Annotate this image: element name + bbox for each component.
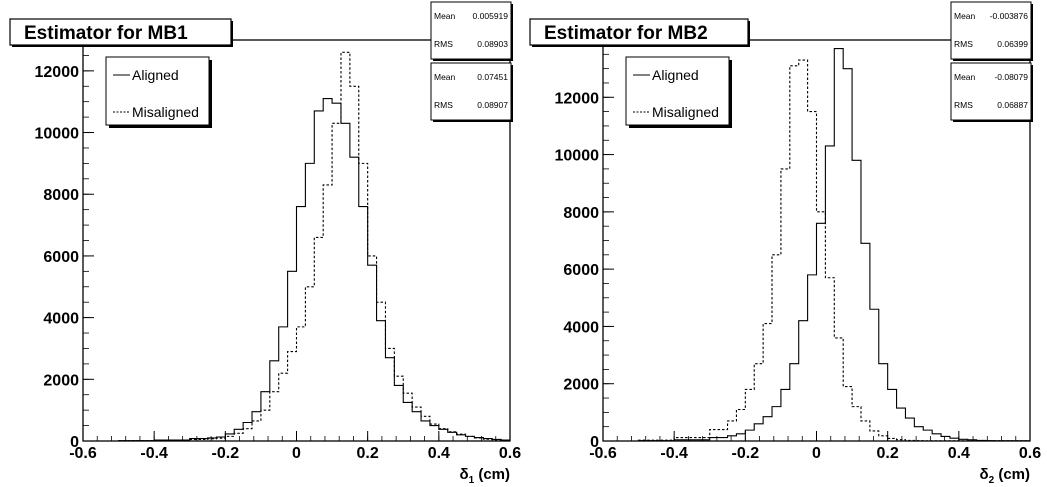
y-tick-label: 0 <box>70 434 79 451</box>
legend-label-aligned: Aligned <box>652 67 699 83</box>
stats-mean-label: Mean <box>954 72 976 82</box>
x-tick-label: 0.6 <box>1019 445 1041 462</box>
stats-rms-label: RMS <box>434 39 453 49</box>
series-misaligned-line <box>603 59 1030 442</box>
y-tick-label: 0 <box>590 434 599 451</box>
chart-title: Estimator for MB2 <box>544 23 708 44</box>
stats-rms-label: RMS <box>434 100 453 110</box>
stats-box <box>430 1 512 60</box>
y-tick-label: 10000 <box>555 148 600 165</box>
stats-rms-label: RMS <box>954 39 973 49</box>
stats-box <box>430 62 512 121</box>
x-tick-label: -0.4 <box>140 445 168 462</box>
chart-title: Estimator for MB1 <box>24 23 188 44</box>
x-tick-label: -0.4 <box>660 445 688 462</box>
stats-rms-label: RMS <box>954 100 973 110</box>
legend-label-misaligned: Misaligned <box>652 104 719 120</box>
stats-rms-value: 0.06399 <box>997 39 1028 49</box>
y-tick-label: 12000 <box>555 90 600 107</box>
stats-mean-value: -0.08079 <box>994 72 1028 82</box>
chart-panel-2: -0.6 -0.4 -0.2 0 0.2 0.4 0.6 0 2000 4000 6000 8000 1… <box>529 1 1041 486</box>
title-box <box>9 18 232 46</box>
y-tick-label: 4000 <box>43 311 79 328</box>
legend-box <box>105 56 210 126</box>
legend-label-misaligned: Misaligned <box>132 104 199 120</box>
stats-mean-label: Mean <box>954 11 976 21</box>
stats-mean-label: Mean <box>434 72 456 82</box>
y-tick-label: 8000 <box>563 205 599 222</box>
chart-panel-1: -0.6 -0.4 -0.2 0 0.2 0.4 0.6 0 2000 4000 6000 8000 1… <box>9 1 521 486</box>
x-tick-label: -0.6 <box>69 445 97 462</box>
series-aligned-line <box>83 98 510 442</box>
legend-box <box>625 56 730 126</box>
stats-box <box>950 1 1032 60</box>
y-tick-label: 8000 <box>43 187 79 204</box>
y-tick-label: 6000 <box>563 262 599 279</box>
y-tick-label: 6000 <box>43 249 79 266</box>
stats-rms-value: 0.08907 <box>477 100 508 110</box>
x-tick-label: -0.6 <box>589 445 617 462</box>
stats-box <box>950 62 1032 121</box>
stats-mean-label: Mean <box>434 11 456 21</box>
x-tick-label: 0 <box>292 445 301 462</box>
stats-mean-value: 0.005919 <box>473 11 509 21</box>
x-tick-label: 0.2 <box>877 445 899 462</box>
x-axis-title: δ2 (cm) <box>979 466 1030 486</box>
y-tick-label: 12000 <box>35 64 80 81</box>
stats-mean-value: -0.003876 <box>990 11 1029 21</box>
y-tick-label: 10000 <box>35 126 80 143</box>
x-tick-label: 0.6 <box>499 445 521 462</box>
x-tick-label: 0.2 <box>357 445 379 462</box>
y-tick-label: 4000 <box>563 319 599 336</box>
x-tick-label: -0.2 <box>732 445 760 462</box>
stats-rms-value: 0.06887 <box>997 100 1028 110</box>
x-tick-label: 0.4 <box>428 445 450 462</box>
title-box <box>529 18 749 46</box>
x-tick-label: 0 <box>812 445 821 462</box>
x-tick-label: -0.2 <box>212 445 240 462</box>
stats-rms-value: 0.08903 <box>477 39 508 49</box>
y-tick-label: 2000 <box>563 377 599 394</box>
y-tick-label: 2000 <box>43 372 79 389</box>
stats-mean-value: 0.07451 <box>477 72 508 82</box>
x-tick-label: 0.4 <box>948 445 970 462</box>
x-axis-title: δ1 (cm) <box>459 466 510 486</box>
legend-label-aligned: Aligned <box>132 67 179 83</box>
